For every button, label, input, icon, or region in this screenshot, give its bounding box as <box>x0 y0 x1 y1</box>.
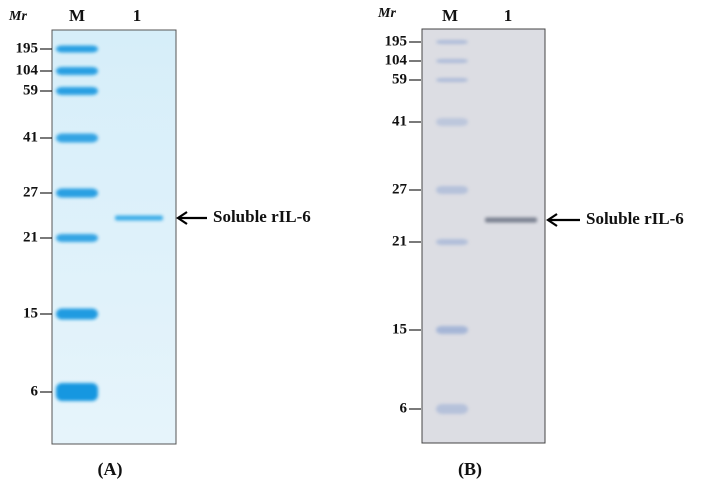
marker-band <box>56 46 98 53</box>
marker-label: 104 <box>16 62 39 78</box>
marker-band <box>436 78 468 82</box>
marker-label: 41 <box>392 113 407 129</box>
marker-label: 195 <box>16 40 39 56</box>
lane-label: 1 <box>133 6 142 25</box>
marker-label: 21 <box>392 233 407 249</box>
marker-band <box>56 87 98 95</box>
panel-label: (A) <box>98 459 123 480</box>
marker-band <box>56 383 98 401</box>
marker-band <box>56 67 98 75</box>
marker-label: 6 <box>400 400 408 416</box>
gel-b <box>422 29 545 443</box>
marker-band <box>436 118 468 126</box>
marker-band <box>436 326 468 334</box>
marker-band <box>56 134 98 143</box>
lane-label: M <box>69 6 85 25</box>
sample-band <box>485 218 537 223</box>
annotation: Soluble rIL-6 <box>586 209 684 228</box>
mr-label: Mr <box>377 6 396 21</box>
marker-band <box>56 234 98 242</box>
marker-band <box>436 59 468 63</box>
marker-band <box>56 309 98 320</box>
mr-label: Mr <box>8 9 27 24</box>
marker-label: 15 <box>392 321 407 337</box>
marker-label: 15 <box>23 305 38 321</box>
marker-label: 27 <box>23 184 39 200</box>
marker-band <box>436 239 468 245</box>
lane-label: 1 <box>504 6 513 25</box>
lane-label: M <box>442 6 458 25</box>
sample-band <box>115 216 163 221</box>
marker-label: 21 <box>23 229 38 245</box>
marker-label: 59 <box>392 71 407 87</box>
marker-band <box>436 404 468 414</box>
figure: Mr M 1 195 104 59 41 27 21 15 6 Soluble rIL-6 (A) Mr M… <box>0 0 704 489</box>
marker-label: 104 <box>385 52 408 68</box>
marker-band <box>436 40 468 44</box>
panel-label: (B) <box>458 459 482 480</box>
marker-label: 41 <box>23 129 38 145</box>
marker-label: 195 <box>385 33 408 49</box>
marker-label: 59 <box>23 82 38 98</box>
marker-label: 27 <box>392 181 408 197</box>
marker-label: 6 <box>31 383 39 399</box>
annotation: Soluble rIL-6 <box>213 207 311 226</box>
marker-band <box>436 186 468 194</box>
marker-band <box>56 189 98 198</box>
